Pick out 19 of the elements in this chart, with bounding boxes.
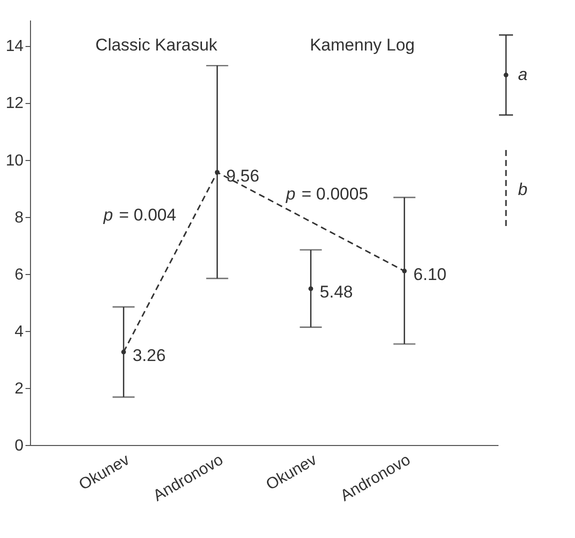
data-label: 3.26	[132, 346, 166, 366]
annotation: p = 0.0005	[285, 184, 368, 204]
y-tick-label: 6	[14, 266, 24, 284]
annotation: p = 0.004	[102, 206, 176, 224]
y-tick-label: 12	[6, 95, 24, 112]
data-label: 9.56	[226, 166, 260, 186]
legend-label: a	[518, 65, 528, 84]
point	[308, 286, 314, 292]
annotation: Classic Karasuk	[95, 36, 218, 54]
data-label: 5.48	[320, 282, 353, 302]
y-tick-label: 8	[14, 209, 24, 226]
annotation: Kamenny Log	[310, 36, 415, 54]
y-tick-label: 2	[14, 380, 24, 398]
y-tick-label: 14	[6, 38, 24, 56]
y-tick-label: 10	[6, 152, 24, 170]
y-tick-label: 0	[14, 438, 24, 454]
text: b	[518, 180, 528, 199]
data-label: 6.10	[413, 265, 446, 284]
y-tick-label: 4	[14, 323, 24, 340]
